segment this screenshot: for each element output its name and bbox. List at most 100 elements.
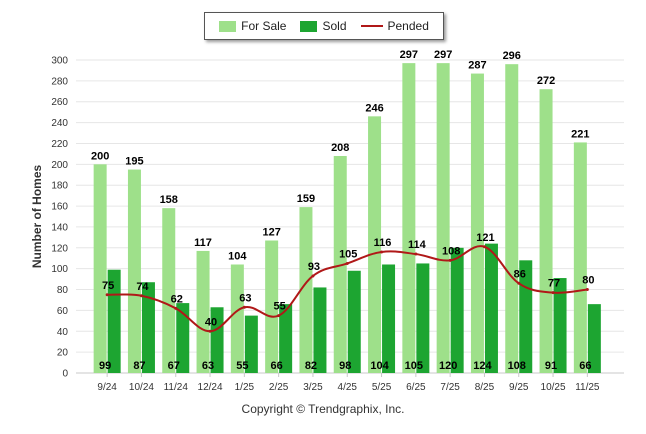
for-sale-bar	[470, 73, 484, 374]
pended-point	[242, 305, 246, 309]
y-tick-label: 140	[51, 222, 68, 233]
pended-value-label: 86	[514, 268, 526, 280]
y-tick-label: 240	[51, 118, 68, 129]
y-axis-title: Number of Homes	[30, 165, 44, 269]
for-sale-swatch	[219, 20, 237, 32]
sold-bar	[141, 282, 155, 373]
pended-value-label: 63	[239, 292, 251, 304]
x-tick-label: 10/24	[129, 382, 154, 393]
sold-value-label: 82	[305, 360, 317, 372]
y-tick-label: 160	[51, 202, 68, 213]
pended-point	[139, 294, 143, 298]
sold-value-label: 98	[339, 360, 351, 372]
for-sale-value-label: 195	[125, 156, 143, 168]
legend-label-sold: Sold	[322, 19, 347, 33]
pended-point	[311, 274, 315, 278]
pended-point	[208, 329, 212, 333]
pended-point	[517, 281, 521, 285]
copyright-text: Copyright © Trendgraphix, Inc.	[241, 402, 405, 416]
for-sale-value-label: 287	[468, 60, 486, 72]
for-sale-bar	[368, 116, 382, 373]
for-sale-value-label: 104	[228, 250, 247, 262]
x-tick-label: 4/25	[338, 382, 358, 393]
for-sale-value-label: 200	[91, 150, 109, 162]
pended-value-label: 74	[136, 281, 149, 293]
sold-value-label: 55	[236, 360, 248, 372]
sold-bar	[176, 303, 190, 373]
pended-point	[277, 314, 281, 318]
legend-item-pended[interactable]: Pended	[360, 19, 429, 33]
sold-value-label: 104	[370, 360, 389, 372]
sold-bar	[210, 307, 224, 373]
x-tick-label: 3/25	[303, 382, 323, 393]
x-tick-label: 1/25	[235, 382, 255, 393]
for-sale-value-label: 117	[194, 237, 212, 249]
legend: For Sale Sold Pended	[204, 12, 444, 40]
y-tick-label: 100	[51, 264, 68, 275]
legend-label-for-sale: For Sale	[241, 19, 287, 33]
y-tick-label: 260	[51, 97, 68, 108]
sold-bar	[347, 270, 361, 373]
for-sale-bar	[436, 63, 450, 373]
pended-point	[585, 288, 589, 292]
for-sale-bar	[127, 169, 141, 373]
pended-value-label: 55	[274, 301, 286, 313]
x-tick-label: 11/24	[164, 382, 189, 393]
for-sale-value-label: 296	[503, 50, 521, 62]
x-tick-label: 12/24	[198, 382, 223, 393]
pended-value-label: 114	[408, 239, 427, 251]
sold-value-label: 87	[133, 360, 145, 372]
pended-point	[414, 252, 418, 256]
for-sale-bar	[196, 250, 210, 373]
for-sale-value-label: 272	[537, 75, 555, 87]
for-sale-value-label: 297	[434, 49, 452, 61]
sold-value-label: 67	[168, 360, 180, 372]
sold-bar	[484, 243, 498, 373]
bars	[93, 63, 601, 374]
y-tick-label: 80	[57, 285, 69, 296]
pended-point	[345, 261, 349, 265]
pended-value-label: 108	[442, 245, 460, 257]
pended-swatch	[360, 25, 383, 27]
for-sale-bar	[573, 142, 587, 373]
for-sale-bar	[162, 208, 176, 373]
sold-bar	[450, 247, 464, 373]
sold-value-label: 108	[508, 360, 526, 372]
for-sale-value-label: 158	[160, 194, 178, 206]
for-sale-value-label: 159	[297, 193, 315, 205]
pended-value-label: 93	[308, 261, 320, 273]
legend-item-sold[interactable]: Sold	[300, 19, 347, 33]
pended-point	[448, 258, 452, 262]
pended-value-label: 40	[205, 316, 217, 328]
pended-value-label: 116	[374, 237, 392, 249]
pended-point	[105, 293, 109, 297]
pended-point	[380, 250, 384, 254]
sold-bar	[553, 278, 567, 373]
sold-bar	[244, 315, 258, 373]
x-axis-ticks: 9/24 10/24 11/24 12/24 1/25 2/25 3/25 4/25 5/25 6…	[97, 373, 600, 393]
pended-series	[105, 245, 589, 333]
pended-value-label: 62	[171, 293, 183, 305]
sold-bar	[279, 304, 293, 373]
sold-value-label: 63	[202, 360, 214, 372]
legend-item-for-sale[interactable]: For Sale	[219, 19, 286, 33]
sold-value-label: 91	[545, 360, 557, 372]
legend-label-pended: Pended	[387, 19, 429, 33]
for-sale-value-label: 208	[331, 142, 349, 154]
sold-value-label: 120	[439, 360, 457, 372]
for-sale-bar	[230, 264, 244, 373]
y-tick-label: 20	[57, 348, 69, 359]
for-sale-bar	[265, 240, 279, 373]
sold-bar	[313, 287, 327, 373]
for-sale-value-label: 127	[262, 226, 280, 238]
x-tick-label: 11/25	[575, 382, 600, 393]
sold-value-label: 66	[579, 360, 591, 372]
y-tick-label: 120	[51, 243, 68, 254]
y-tick-label: 40	[57, 327, 69, 338]
sold-bar	[587, 304, 601, 373]
sold-value-label: 105	[405, 360, 423, 372]
x-tick-label: 2/25	[269, 382, 289, 393]
y-tick-label: 60	[57, 306, 69, 317]
y-axis-ticks: 0 20 40 60 80 100 120 140 160 180 200 220 240 260 280 3…	[51, 56, 68, 380]
